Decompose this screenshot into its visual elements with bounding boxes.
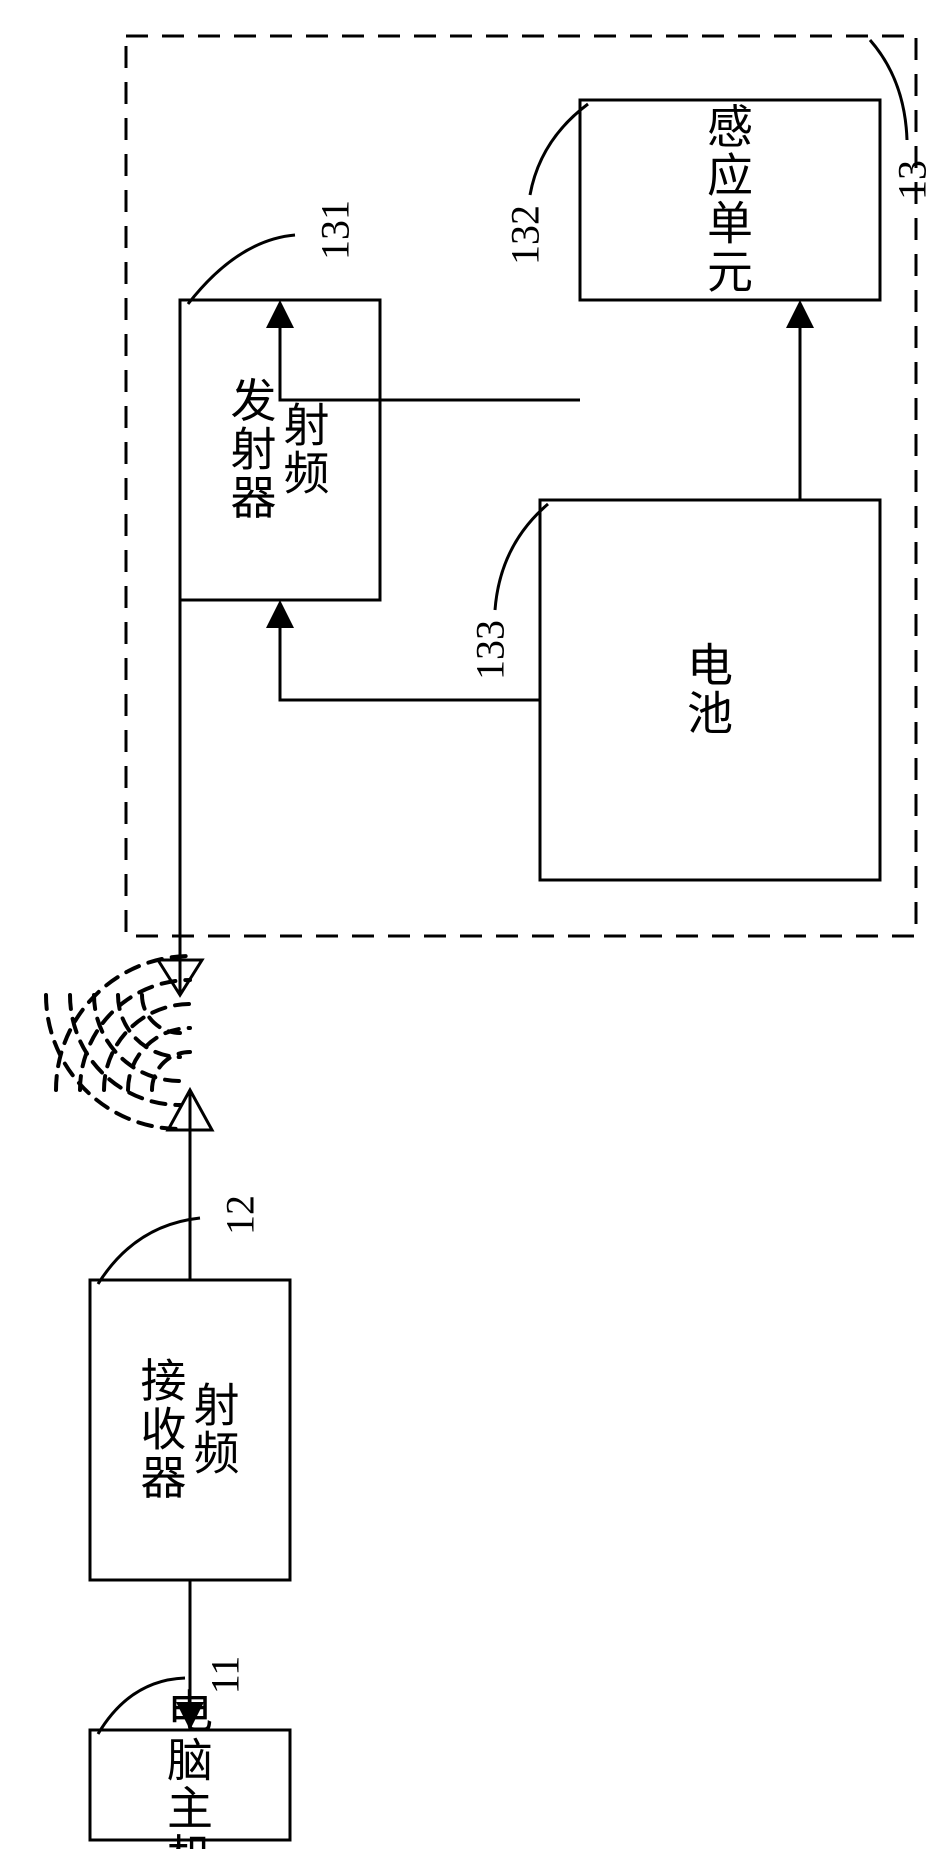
svg-text:13: 13 [890,160,935,200]
rf-receiver [90,1280,290,1580]
svg-text:机: 机 [167,1832,213,1849]
svg-text:射: 射 [283,400,329,451]
svg-text:感: 感 [707,102,753,153]
svg-text:元: 元 [707,247,753,298]
svg-text:单: 单 [707,199,753,250]
svg-text:频: 频 [193,1429,239,1480]
svg-text:频: 频 [283,449,329,500]
svg-text:射: 射 [193,1380,239,1431]
rf-receiver-label: 射频 [193,1380,239,1479]
battery-label: 电池 [687,640,733,739]
svg-text:收: 收 [141,1405,187,1456]
svg-text:主: 主 [167,1784,213,1835]
rf-transmitter-label: 发射器 [231,376,277,524]
svg-text:器: 器 [231,473,277,524]
svg-text:应: 应 [707,150,753,201]
svg-text:器: 器 [141,1453,187,1504]
svg-text:池: 池 [687,689,733,740]
svg-text:11: 11 [203,1656,248,1695]
sensing-unit-label: 感应单元 [707,102,753,298]
svg-text:132: 132 [503,205,548,265]
svg-text:电: 电 [687,640,733,691]
svg-text:射: 射 [231,425,277,476]
rf-receiver-label: 接收器 [141,1356,187,1504]
svg-text:131: 131 [313,200,358,260]
sensing-to-rftx [280,324,580,400]
svg-text:接: 接 [141,1356,187,1407]
svg-text:133: 133 [468,620,513,680]
svg-text:12: 12 [218,1195,263,1235]
rf-transmitter-label: 射频 [283,400,329,499]
svg-text:发: 发 [231,376,277,427]
svg-text:脑: 脑 [167,1735,213,1786]
